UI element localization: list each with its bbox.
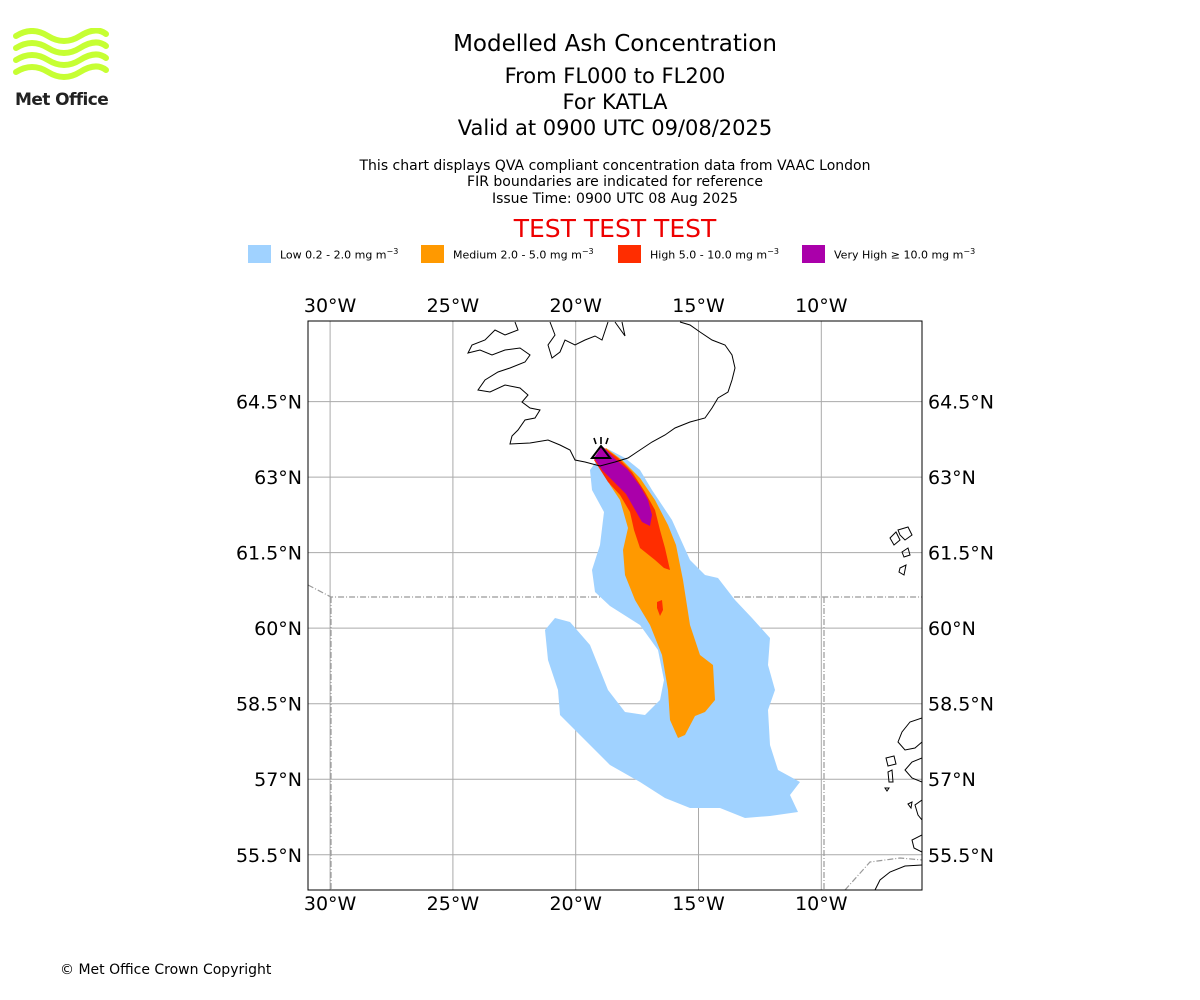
legend-label-low: Low 0.2 - 2.0 mg m−3 bbox=[280, 246, 399, 262]
lat-tick-label-left: 64.5°N bbox=[236, 392, 302, 414]
lat-tick-label-right: 55.5°N bbox=[928, 845, 994, 867]
flight-level-range: From FL000 to FL200 bbox=[504, 64, 726, 88]
lat-tick-label-right: 61.5°N bbox=[928, 543, 994, 565]
logo-text: Met Office bbox=[15, 90, 109, 110]
lon-tick-label-bottom: 20°W bbox=[549, 893, 602, 915]
met-office-logo: Met Office bbox=[12, 27, 112, 118]
legend-very-high: Very High ≥ 10.0 mg m−3 bbox=[802, 244, 975, 264]
lon-tick-label-bottom: 25°W bbox=[427, 893, 480, 915]
lat-tick-label-left: 63°N bbox=[254, 467, 302, 489]
legend-high: High 5.0 - 10.0 mg m−3 bbox=[618, 244, 779, 264]
scottish-islands bbox=[884, 755, 913, 810]
axis-tick-labels: 30°W 30°W 25°W 25°W 20°W 20°W 15°W 15°W 10°W 10°W… bbox=[236, 295, 994, 915]
lat-tick-label-right: 64.5°N bbox=[928, 392, 994, 414]
issue-time: Issue Time: 0900 UTC 08 Aug 2025 bbox=[491, 191, 739, 207]
lon-tick-label-top: 30°W bbox=[304, 295, 357, 317]
legend-swatch-low bbox=[248, 245, 271, 263]
lon-tick-label-bottom: 10°W bbox=[795, 893, 848, 915]
legend-swatch-very-high bbox=[802, 245, 825, 263]
lat-tick-label-left: 55.5°N bbox=[236, 845, 302, 867]
qva-note: This chart displays QVA compliant concen… bbox=[359, 158, 871, 174]
legend-medium: Medium 2.0 - 5.0 mg m−3 bbox=[421, 244, 594, 264]
map-frame bbox=[307, 320, 923, 891]
iceland-coastline bbox=[467, 321, 736, 467]
legend-low: Low 0.2 - 2.0 mg m−3 bbox=[248, 244, 398, 264]
lon-tick-label-bottom: 15°W bbox=[672, 893, 725, 915]
lon-tick-label-top: 10°W bbox=[795, 295, 848, 317]
lon-tick-label-top: 20°W bbox=[549, 295, 602, 317]
lat-tick-label-right: 58.5°N bbox=[928, 694, 994, 716]
legend-swatch-medium bbox=[421, 245, 444, 263]
ash-area-very-high bbox=[594, 446, 652, 526]
chart-title: Modelled Ash Concentration bbox=[453, 31, 777, 57]
lon-tick-label-top: 25°W bbox=[427, 295, 480, 317]
ash-area-medium bbox=[598, 448, 715, 738]
valid-time: Valid at 0900 UTC 09/08/2025 bbox=[457, 116, 773, 140]
ash-area-high-patch bbox=[657, 600, 663, 616]
lon-tick-label-bottom: 30°W bbox=[304, 893, 357, 915]
copyright-notice: © Met Office Crown Copyright bbox=[60, 962, 272, 978]
lat-tick-label-right: 57°N bbox=[928, 769, 976, 791]
volcano-name: For KATLA bbox=[562, 90, 668, 114]
faroe-islands bbox=[889, 526, 913, 576]
legend-swatch-high bbox=[618, 245, 641, 263]
volcano-marker-icon bbox=[590, 437, 612, 459]
legend-label-very-high: Very High ≥ 10.0 mg m−3 bbox=[834, 246, 976, 262]
lat-tick-label-right: 63°N bbox=[928, 467, 976, 489]
lon-tick-label-top: 15°W bbox=[672, 295, 725, 317]
lat-tick-label-left: 61.5°N bbox=[236, 543, 302, 565]
lat-tick-label-left: 58.5°N bbox=[236, 694, 302, 716]
lat-tick-label-left: 60°N bbox=[254, 618, 302, 640]
legend-label-medium: Medium 2.0 - 5.0 mg m−3 bbox=[453, 246, 594, 262]
iceland-coastline-north bbox=[547, 321, 626, 359]
test-banner: TEST TEST TEST bbox=[513, 214, 717, 243]
lat-tick-label-right: 60°N bbox=[928, 618, 976, 640]
fir-note: FIR boundaries are indicated for referen… bbox=[467, 174, 763, 190]
met-office-wave-icon bbox=[13, 27, 109, 80]
lat-tick-label-left: 57°N bbox=[254, 769, 302, 791]
scotland-coastline bbox=[874, 717, 922, 890]
legend-label-high: High 5.0 - 10.0 mg m−3 bbox=[650, 246, 779, 262]
